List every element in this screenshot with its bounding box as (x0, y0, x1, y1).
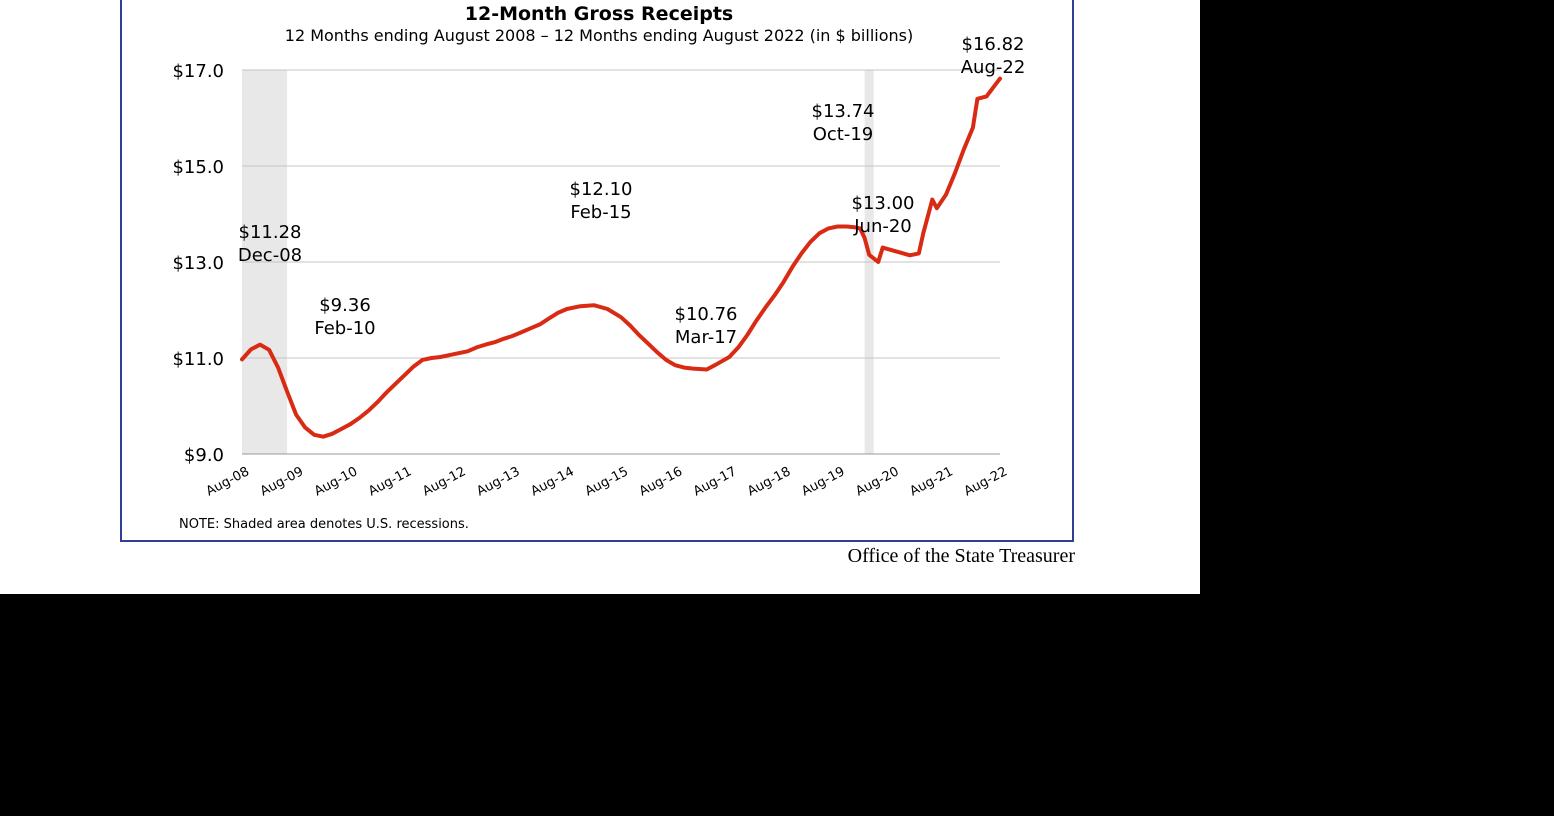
x-tick-label: Aug-15 (583, 464, 631, 499)
x-axis-ticks: Aug-08 Aug-09 Aug-10 Aug-11 Aug-12 Aug-13 Aug-… (204, 464, 1010, 499)
series-line-group (240, 76, 1002, 439)
x-tick-label: Aug-14 (529, 464, 577, 499)
chart-frame: 12-Month Gross Receipts 12 Months ending… (120, 0, 1074, 542)
annotation-period: Feb-10 (314, 318, 375, 339)
y-tick-label: $11.0 (172, 349, 224, 370)
annotation-value: $16.82 (962, 34, 1025, 55)
x-tick-label: Aug-21 (908, 464, 956, 499)
annotation-period: Feb-15 (570, 202, 631, 223)
x-tick-label: Aug-16 (637, 464, 685, 499)
y-tick-label: $15.0 (172, 157, 224, 178)
x-tick-label: Aug-11 (366, 464, 414, 499)
annotation-value: $12.10 (570, 179, 633, 200)
chart: 12-Month Gross Receipts 12 Months ending… (172, 3, 1025, 532)
x-tick-label: Aug-22 (962, 464, 1010, 499)
y-tick-label: $13.0 (172, 253, 224, 274)
annotation-period: Oct-19 (813, 124, 874, 145)
x-tick-label: Aug-08 (204, 464, 252, 499)
annotation-value: $13.74 (812, 101, 875, 122)
x-tick-label: Aug-20 (853, 464, 901, 499)
annotation-period: Jun-20 (853, 216, 912, 237)
chart-title: 12-Month Gross Receipts (465, 3, 733, 25)
annotation-value: $9.36 (319, 295, 371, 316)
x-tick-label: Aug-12 (420, 464, 468, 499)
y-tick-label: $17.0 (172, 61, 224, 82)
annotation-period: Aug-22 (961, 57, 1026, 78)
x-tick-label: Aug-13 (474, 464, 522, 499)
x-tick-label: Aug-19 (799, 464, 847, 499)
annotation-period: Mar-17 (675, 327, 737, 348)
source-credit: Office of the State Treasurer (847, 545, 1075, 567)
x-tick-label: Aug-18 (745, 464, 793, 499)
y-axis-ticks: $9.0 $11.0 $13.0 $15.0 $17.0 (172, 61, 224, 466)
x-tick-label: Aug-09 (258, 464, 306, 499)
annotation-value: $11.28 (239, 222, 302, 243)
x-tick-label: Aug-10 (312, 464, 360, 499)
annotation-value: $10.76 (675, 304, 738, 325)
annotation-value: $13.00 (852, 193, 915, 214)
chart-note: NOTE: Shaded area denotes U.S. recession… (179, 517, 469, 532)
page: 12-Month Gross Receipts 12 Months ending… (0, 0, 1200, 594)
annotation-period: Dec-08 (238, 245, 302, 266)
chart-subtitle: 12 Months ending August 2008 – 12 Months… (285, 26, 913, 45)
y-tick-label: $9.0 (184, 445, 224, 466)
series-line (240, 76, 1002, 439)
x-tick-label: Aug-17 (691, 464, 739, 499)
gridlines (242, 69, 1000, 455)
